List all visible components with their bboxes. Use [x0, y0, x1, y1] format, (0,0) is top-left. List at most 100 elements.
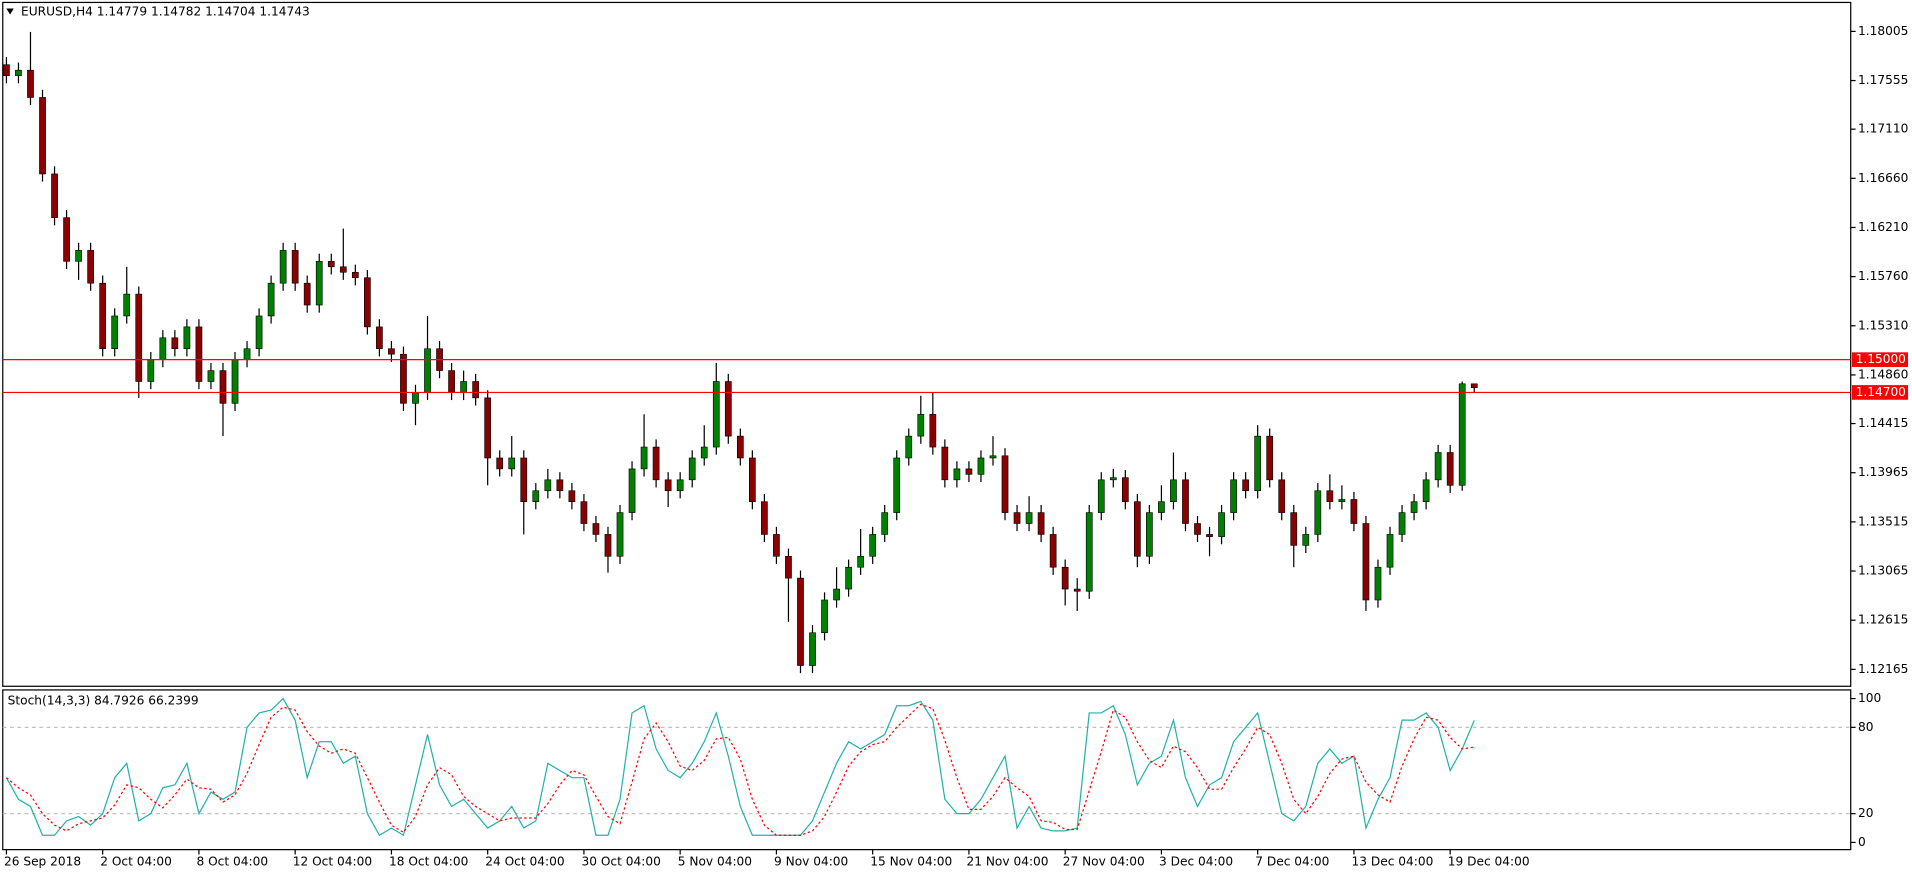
candle-body [580, 501, 588, 524]
candle-body [544, 479, 552, 492]
candle-body [484, 397, 492, 459]
candle-body [1146, 512, 1153, 557]
candle-body [75, 250, 82, 262]
candle-body [676, 479, 684, 492]
candle-body [219, 370, 227, 404]
y-tick-label: 80 [1858, 720, 1874, 734]
menu-triangle [6, 8, 14, 15]
x-tick-label: 15 Nov 04:00 [870, 854, 952, 868]
candle-body [243, 348, 251, 360]
x-tick-label: 18 Oct 04:00 [389, 854, 468, 868]
candle-body [39, 97, 46, 175]
candle-body [592, 523, 600, 535]
candle-body [736, 435, 744, 459]
candle-body [1446, 452, 1454, 486]
candle-body [51, 173, 58, 218]
candle-body [412, 392, 419, 404]
candle-body [508, 457, 516, 470]
candle-body [1242, 479, 1249, 492]
candle-body [207, 370, 215, 382]
candle-body [1013, 512, 1021, 524]
candle-body [327, 261, 335, 268]
indicator-panel [2, 689, 1852, 851]
level-label-bg [1851, 352, 1909, 367]
candle-body [135, 293, 143, 382]
candle-body [99, 282, 107, 350]
candle-body [929, 413, 937, 448]
candle-body [1134, 501, 1141, 557]
candle-body [1025, 512, 1033, 524]
candle-body [1182, 479, 1189, 524]
candle-body [712, 381, 720, 448]
x-tick-label: 9 Nov 04:00 [774, 854, 848, 868]
candle-body [616, 512, 624, 557]
candle-body [1121, 477, 1129, 502]
candle-body [857, 555, 864, 568]
x-tick-label: 21 Nov 04:00 [966, 854, 1048, 868]
candle-body [1049, 534, 1057, 568]
x-tick-label: 24 Oct 04:00 [485, 854, 564, 868]
candle-body [749, 457, 756, 502]
candle-body [556, 479, 564, 492]
candle-body [1206, 534, 1213, 537]
candle-body [1410, 501, 1418, 513]
candle-body [1073, 588, 1081, 592]
candle-body [291, 250, 299, 284]
y-tick-label: 20 [1858, 806, 1874, 820]
candle-body [1170, 479, 1177, 502]
level-label-bg [1851, 385, 1909, 400]
candle-body [1434, 452, 1442, 481]
candle-body [1254, 435, 1262, 492]
candle-body [965, 468, 973, 475]
candle-body [1302, 534, 1310, 546]
candle-body [652, 446, 660, 481]
candle-body [315, 261, 323, 306]
y-tick-label: 1.16660 [1858, 171, 1908, 185]
candle-body [63, 217, 70, 262]
candle-body [496, 457, 504, 470]
y-tick-label: 1.13515 [1858, 514, 1908, 528]
candle-body [773, 534, 780, 557]
candle-body [3, 64, 10, 76]
candle-body [1386, 534, 1394, 568]
candle-body [1278, 479, 1286, 513]
y-tick-label: 1.15760 [1858, 269, 1908, 283]
y-tick-label: 1.17555 [1858, 73, 1908, 87]
y-tick-label: 1.13065 [1858, 564, 1908, 578]
candle-body [1001, 455, 1009, 513]
y-tick-label: 1.18005 [1858, 24, 1908, 38]
x-tick-label: 26 Sep 2018 [4, 854, 81, 868]
y-tick-label: 1.14415 [1858, 416, 1908, 430]
candle-body [809, 632, 816, 666]
candle-body [664, 479, 672, 492]
y-tick-label: 1.12615 [1858, 613, 1908, 627]
candle-body [424, 348, 431, 393]
candle-body [953, 468, 961, 481]
candle-body [1362, 523, 1370, 601]
candle-body [881, 512, 889, 535]
candle-body [1290, 512, 1298, 546]
candle-body [1470, 383, 1478, 389]
candle-body [1350, 499, 1358, 524]
x-tick-label: 30 Oct 04:00 [581, 854, 660, 868]
y-tick-label: 1.16210 [1858, 220, 1908, 234]
y-tick-label: 0 [1858, 835, 1866, 849]
candle-body [376, 326, 383, 350]
candle-body [785, 555, 792, 579]
candle-body [303, 282, 311, 306]
candle-body [989, 455, 997, 459]
candle-body [1085, 512, 1093, 592]
level-label: 1.14700 [1856, 385, 1906, 399]
candle-body [821, 599, 828, 634]
candle-body [628, 468, 636, 513]
stoch-line [5, 697, 1475, 837]
candle-body [893, 457, 901, 513]
candle-body [640, 446, 648, 470]
candle-body [977, 457, 985, 475]
candle-body [183, 326, 191, 350]
candle-body [472, 381, 479, 399]
candle-body [700, 446, 708, 459]
candle-body [845, 566, 852, 590]
y-tick-label: 1.12165 [1858, 662, 1908, 676]
candle-body [388, 348, 395, 355]
